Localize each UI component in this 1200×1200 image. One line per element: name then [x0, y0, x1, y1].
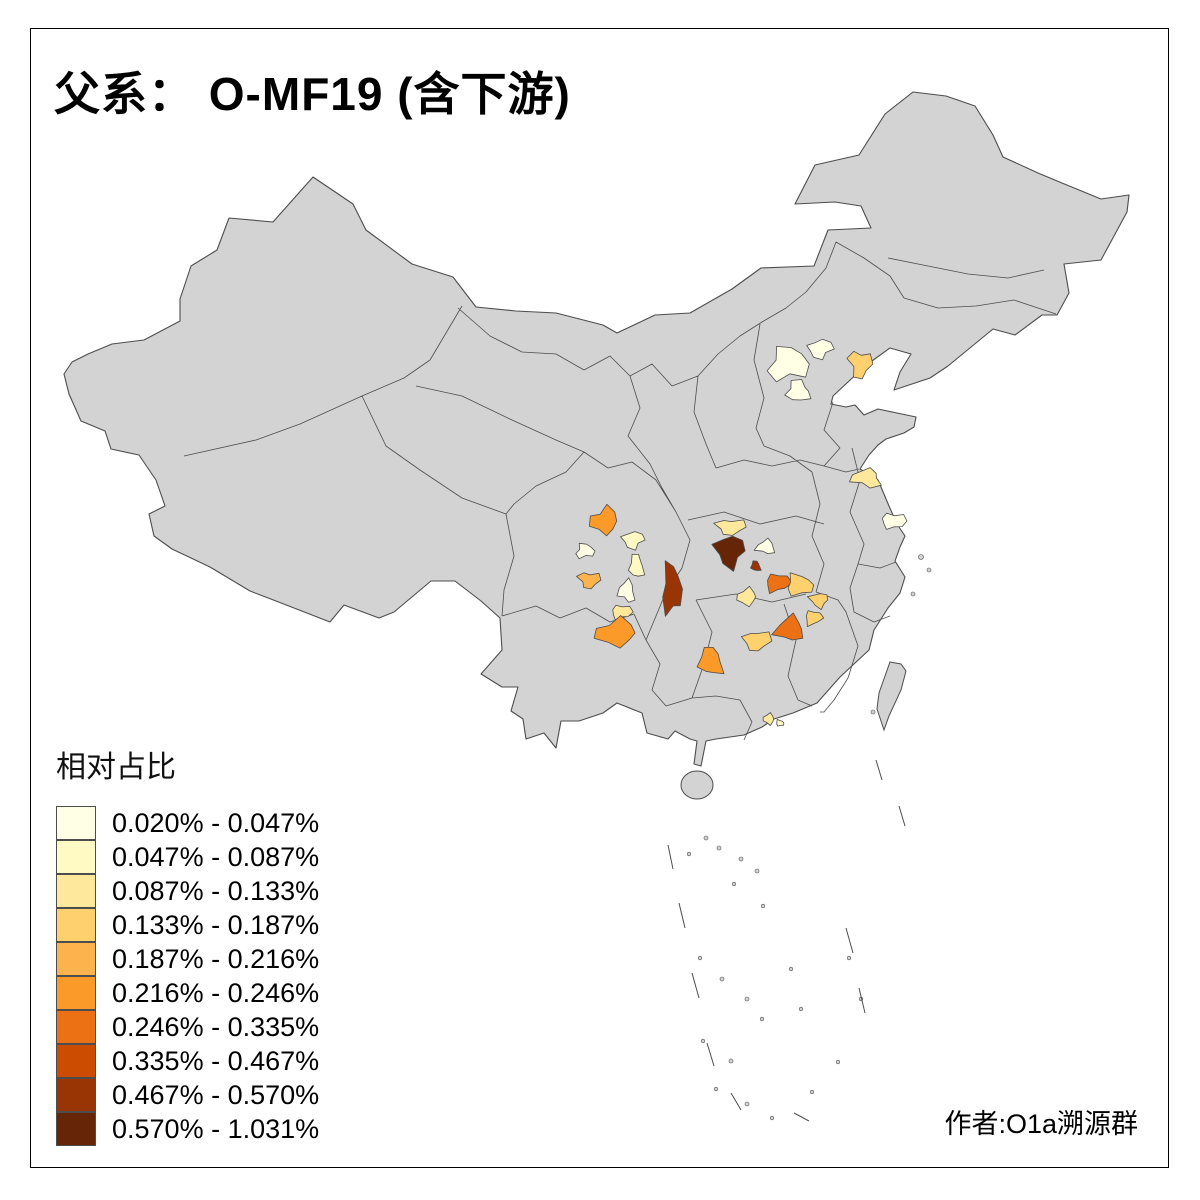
- legend-label: 0.246% - 0.335%: [112, 1011, 320, 1042]
- map-region: [662, 560, 683, 617]
- map-region: [881, 512, 908, 530]
- legend-swatch: [56, 873, 96, 908]
- map-region: [696, 647, 725, 675]
- map-region: [620, 531, 646, 551]
- map-region: [753, 537, 776, 554]
- legend-label: 0.335% - 0.467%: [112, 1045, 320, 1076]
- legend-swatch: [56, 941, 96, 976]
- map-region: [575, 542, 596, 560]
- legend-label: 0.216% - 0.246%: [112, 977, 320, 1008]
- legend-label: 0.047% - 0.087%: [112, 841, 320, 872]
- china-mainland: [63, 91, 1130, 767]
- map-region: [806, 338, 835, 361]
- map-region: [784, 379, 812, 401]
- legend-swatch: [56, 1009, 96, 1044]
- legend-swatch: [56, 1043, 96, 1078]
- map-region: [787, 572, 815, 597]
- highlighted-regions: [575, 338, 908, 727]
- map-title: 父系： O-MF19 (含下游): [54, 68, 571, 120]
- legend-label: 0.133% - 0.187%: [112, 909, 320, 940]
- legend-item: 0.087% - 0.133%: [56, 873, 320, 908]
- taiwan-island: [876, 661, 907, 732]
- map-region: [805, 610, 825, 627]
- legend-item: 0.335% - 0.467%: [56, 1043, 320, 1078]
- small-islands: [686, 554, 932, 1121]
- map-region: [612, 604, 634, 621]
- attribution: 作者:O1a溯源群: [944, 1109, 1138, 1139]
- map-region: [741, 631, 773, 652]
- map-region: [576, 572, 602, 590]
- legend-label: 0.087% - 0.133%: [112, 875, 320, 906]
- map-region: [628, 553, 646, 577]
- legend-swatch: [56, 1111, 96, 1146]
- legend-label: 0.570% - 1.031%: [112, 1113, 320, 1144]
- legend-swatch: [56, 805, 96, 840]
- legend-item: 0.570% - 1.031%: [56, 1111, 320, 1146]
- legend-label: 0.467% - 0.570%: [112, 1079, 320, 1110]
- map-region: [849, 467, 882, 489]
- map-region: [776, 719, 785, 727]
- legend-items: 0.020% - 0.047% 0.047% - 0.087% 0.087% - 0…: [56, 805, 320, 1146]
- map-region: [807, 593, 829, 610]
- legend-item: 0.246% - 0.335%: [56, 1009, 320, 1044]
- legend-swatch: [56, 975, 96, 1010]
- sea-boundary-dashes: [667, 759, 906, 1122]
- map-region: [589, 503, 618, 537]
- map-region: [616, 577, 636, 603]
- legend-item: 0.187% - 0.216%: [56, 941, 320, 976]
- map-region: [593, 615, 636, 649]
- map-region: [767, 573, 793, 594]
- map-region: [766, 345, 810, 383]
- hainan-island: [680, 770, 714, 800]
- legend-swatch: [56, 1077, 96, 1112]
- map-region: [736, 585, 757, 608]
- province-borders: [183, 241, 1057, 741]
- legend-label: 0.020% - 0.047%: [112, 807, 320, 838]
- legend-item: 0.467% - 0.570%: [56, 1077, 320, 1112]
- legend-label: 0.187% - 0.216%: [112, 943, 320, 974]
- legend-item: 0.216% - 0.246%: [56, 975, 320, 1010]
- map-region: [846, 350, 874, 380]
- legend-swatch: [56, 907, 96, 942]
- legend-swatch: [56, 839, 96, 874]
- legend: 相对占比 0.020% - 0.047% 0.047% - 0.087% 0.087…: [56, 742, 319, 1146]
- legend-title: 相对占比: [56, 751, 176, 784]
- map-region: [771, 612, 804, 641]
- map-region: [762, 712, 775, 726]
- legend-item: 0.047% - 0.087%: [56, 839, 320, 874]
- map-region: [750, 560, 762, 571]
- legend-item: 0.133% - 0.187%: [56, 907, 320, 942]
- map-region: [711, 535, 746, 572]
- legend-item: 0.020% - 0.047%: [56, 805, 320, 840]
- map-region: [713, 519, 747, 536]
